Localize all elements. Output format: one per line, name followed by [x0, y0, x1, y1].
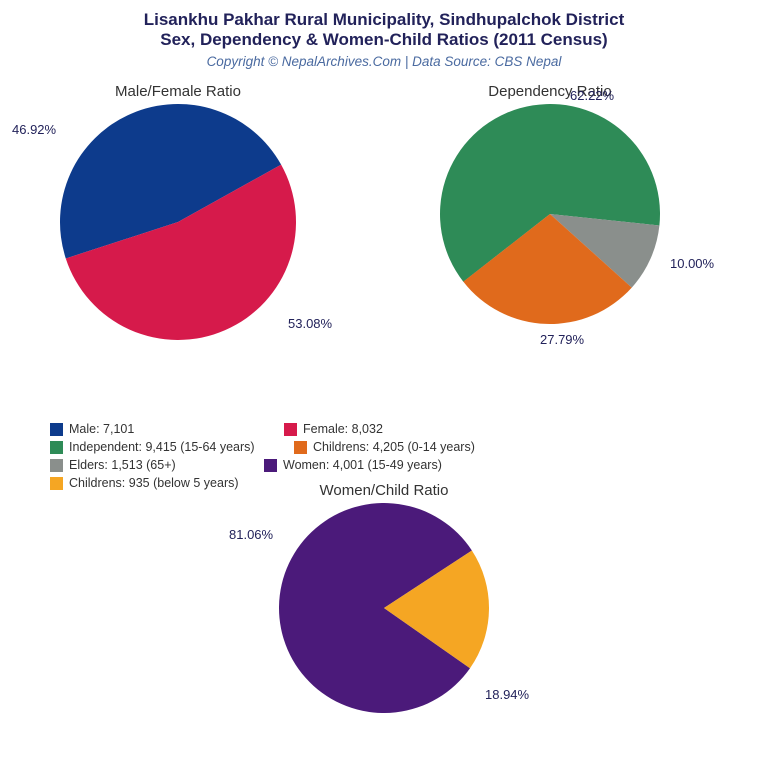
- swatch-female: [284, 423, 297, 436]
- chart3-pie-wrap: 81.06% 18.94%: [279, 503, 489, 718]
- swatch-male: [50, 423, 63, 436]
- swatch-independent: [50, 441, 63, 454]
- legend-text-female: Female: 8,032: [303, 422, 383, 436]
- chart2-pie: [440, 104, 660, 324]
- swatch-women: [264, 459, 277, 472]
- chart3-pct-women: 81.06%: [229, 527, 273, 542]
- chart2-pct-elders: 10.00%: [670, 256, 714, 271]
- legend-item-women: Women: 4,001 (15-49 years): [264, 458, 494, 472]
- chart2-pie-wrap: 62.22% 10.00% 27.79%: [440, 104, 660, 329]
- legend-text-childrens: Childrens: 4,205 (0-14 years): [313, 440, 475, 454]
- chart3-pct-childrens: 18.94%: [485, 687, 529, 702]
- chart1-pie-wrap: 46.92% 53.08%: [60, 104, 296, 345]
- legend-item-elders: Elders: 1,513 (65+): [50, 458, 250, 472]
- legend-text-male: Male: 7,101: [69, 422, 134, 436]
- chart1-pct-female: 53.08%: [288, 316, 332, 331]
- chart-women-child: Women/Child Ratio 81.06% 18.94%: [0, 482, 768, 718]
- subtitle: Copyright © NepalArchives.Com | Data Sou…: [0, 54, 768, 69]
- legend-text-women: Women: 4,001 (15-49 years): [283, 458, 442, 472]
- chart1-pct-male: 46.92%: [12, 122, 56, 137]
- legend-item-female: Female: 8,032: [284, 422, 484, 436]
- chart1-pie: [60, 104, 296, 340]
- top-charts-row: Male/Female Ratio 46.92% 53.08% Dependen…: [0, 77, 768, 397]
- swatch-elders: [50, 459, 63, 472]
- title-block: Lisankhu Pakhar Rural Municipality, Sind…: [0, 0, 768, 69]
- chart-dependency: Dependency Ratio 62.22% 10.00% 27.79%: [440, 83, 660, 329]
- chart3-title: Women/Child Ratio: [0, 482, 768, 499]
- title-line-1: Lisankhu Pakhar Rural Municipality, Sind…: [0, 10, 768, 30]
- chart2-pct-independent: 62.22%: [570, 88, 614, 103]
- chart1-title: Male/Female Ratio: [60, 83, 296, 100]
- swatch-childrens: [294, 441, 307, 454]
- title-line-2: Sex, Dependency & Women-Child Ratios (20…: [0, 30, 768, 50]
- chart2-title: Dependency Ratio: [440, 83, 660, 100]
- legend-item-childrens: Childrens: 4,205 (0-14 years): [294, 440, 514, 454]
- legend-item-independent: Independent: 9,415 (15-64 years): [50, 440, 280, 454]
- chart2-pct-childrens: 27.79%: [540, 332, 584, 347]
- chart3-pie: [279, 503, 489, 713]
- legend-item-male: Male: 7,101: [50, 422, 270, 436]
- legend-text-elders: Elders: 1,513 (65+): [69, 458, 176, 472]
- chart-male-female: Male/Female Ratio 46.92% 53.08%: [60, 83, 296, 345]
- legend-text-independent: Independent: 9,415 (15-64 years): [69, 440, 255, 454]
